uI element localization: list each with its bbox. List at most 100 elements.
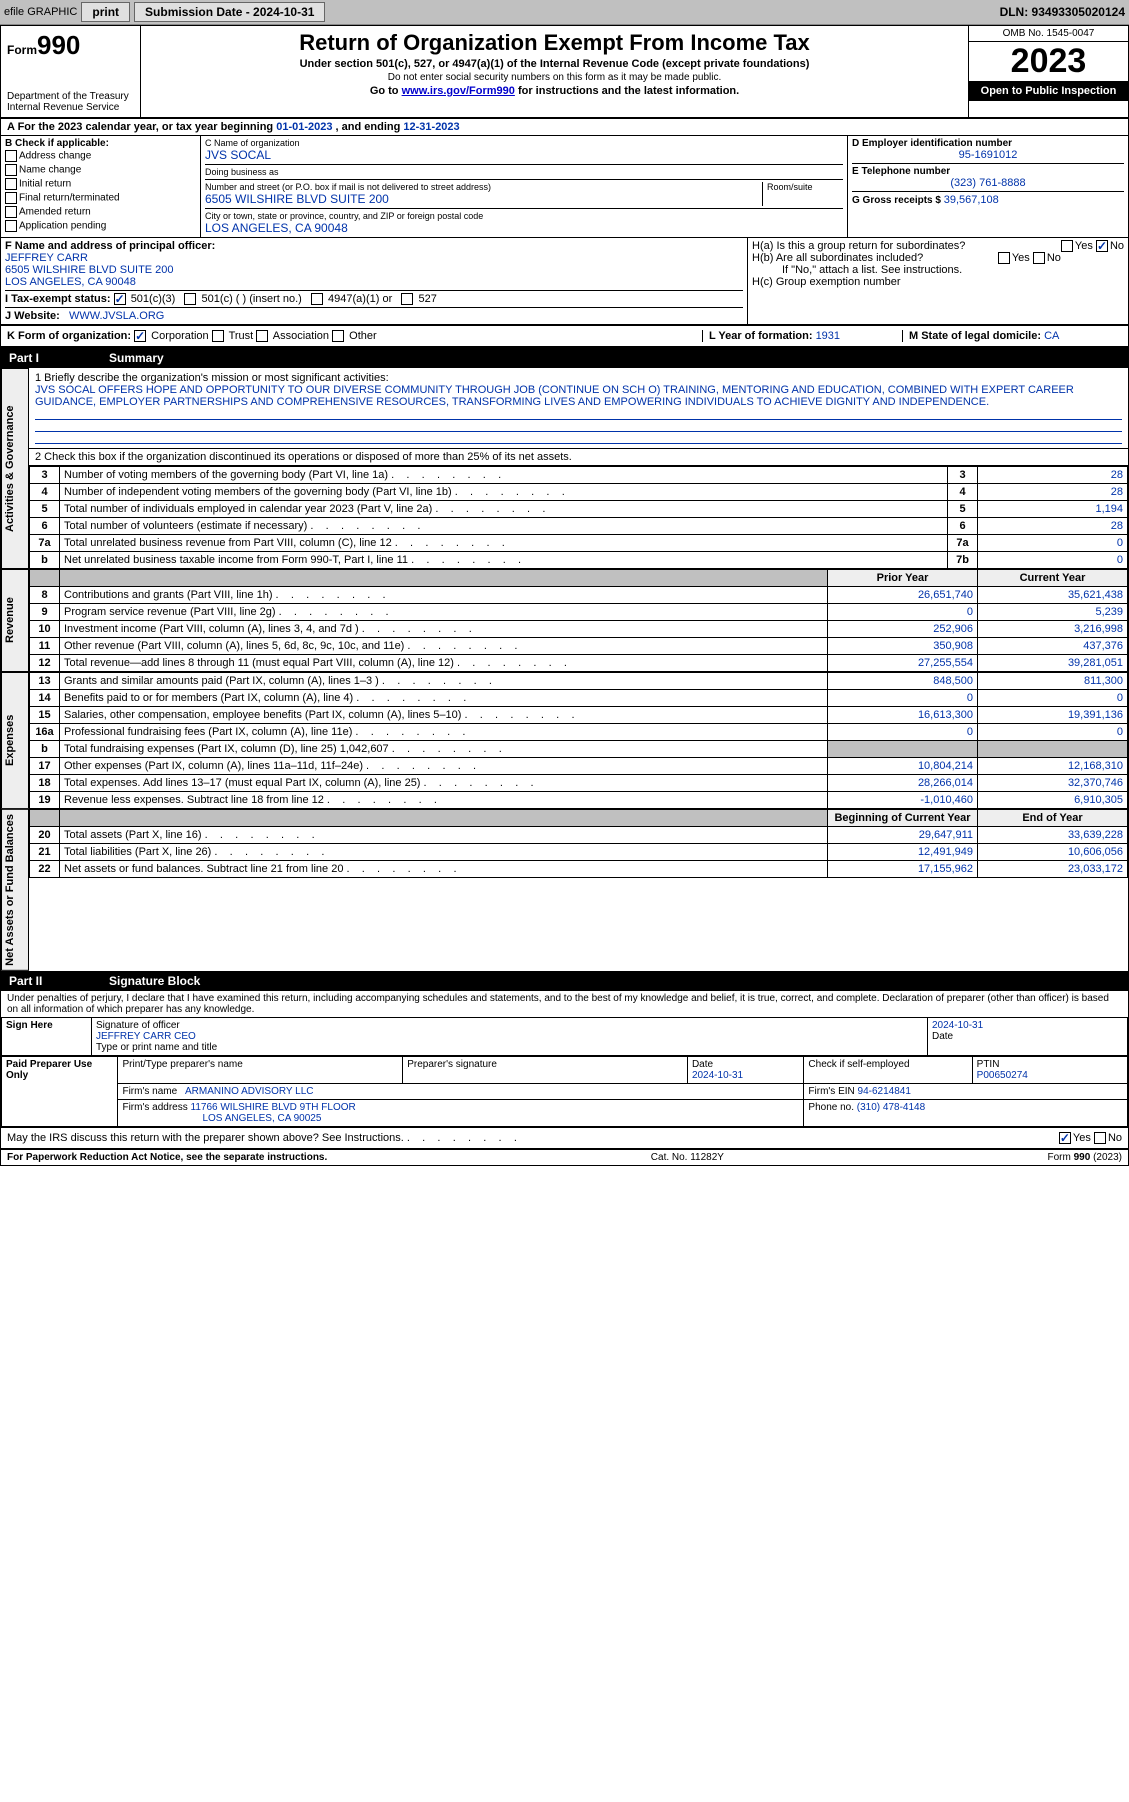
opt-association: Association (273, 330, 329, 342)
table-row: 6Total number of volunteers (estimate if… (30, 518, 1128, 535)
mission-rule1 (35, 408, 1122, 420)
table-row: 3Number of voting members of the governi… (30, 467, 1128, 484)
k-right: M State of legal domicile: CA (902, 330, 1122, 342)
mission-rule2 (35, 420, 1122, 432)
table-row: 8Contributions and grants (Part VIII, li… (30, 587, 1128, 604)
prep-name-cell: Print/Type preparer's name (118, 1057, 403, 1084)
table-row: 21Total liabilities (Part X, line 26)12,… (30, 844, 1128, 861)
taxyear-end: 12-31-2023 (403, 121, 459, 133)
check-applicable: B Check if applicable: Address change Na… (1, 136, 201, 237)
cb-final-return[interactable]: Final return/terminated (5, 191, 196, 205)
status-501c3: 501(c)(3) (131, 293, 176, 305)
opt-trust: Trust (229, 330, 254, 342)
officer-name: JEFFREY CARR (5, 252, 743, 264)
mission-text: JVS SOCAL OFFERS HOPE AND OPPORTUNITY TO… (35, 384, 1122, 408)
cb-501c[interactable] (184, 293, 196, 305)
prep-name-label: Print/Type preparer's name (122, 1059, 398, 1070)
table-row: 19Revenue less expenses. Subtract line 1… (30, 792, 1128, 809)
table-row: 12Total revenue—add lines 8 through 11 (… (30, 655, 1128, 672)
cb-hb-no[interactable] (1033, 252, 1045, 264)
cb-ha-yes[interactable] (1061, 240, 1073, 252)
part2-num: Part II (9, 974, 89, 988)
firm-ein-value: 94-6214841 (858, 1086, 911, 1097)
expenses-label: Expenses (1, 672, 29, 809)
firm-ein-label: Firm's EIN (808, 1086, 857, 1097)
part1-title: Summary (109, 351, 164, 365)
taxyear-mid: , and ending (336, 121, 404, 133)
opt-other: Other (349, 330, 377, 342)
cb-amended-return[interactable]: Amended return (5, 205, 196, 219)
dept-treasury: Department of the Treasury (7, 91, 134, 102)
ptin-label: PTIN (977, 1059, 1123, 1070)
part2-header: Part II Signature Block (1, 971, 1128, 991)
year-formation-label: L Year of formation: (709, 330, 816, 342)
firm-name-cell: Firm's name ARMANINO ADVISORY LLC (118, 1084, 804, 1100)
officer-addr1: 6505 WILSHIRE BLVD SUITE 200 (5, 264, 743, 276)
cb-application-pending[interactable]: Application pending (5, 219, 196, 233)
cb-discuss-no[interactable] (1094, 1132, 1106, 1144)
form-990-num: 990 (37, 30, 80, 60)
signature-table: Sign Here Signature of officer JEFFREY C… (1, 1017, 1128, 1056)
form-number: Form990 (7, 30, 134, 61)
irs-link[interactable]: www.irs.gov/Form990 (402, 85, 515, 97)
hb-note: If "No," attach a list. See instructions… (752, 264, 1124, 276)
table-row: 16aProfessional fundraising fees (Part I… (30, 724, 1128, 741)
line2-row: 2 Check this box if the organization dis… (29, 449, 1128, 466)
cb-hb-yes[interactable] (998, 252, 1010, 264)
firm-name-label: Firm's name (122, 1086, 177, 1097)
netassets-body: Beginning of Current YearEnd of Year 20T… (29, 809, 1128, 971)
website-label: J Website: (5, 310, 60, 322)
efile-label: efile GRAPHIC (4, 6, 77, 18)
table-row: 10Investment income (Part VIII, column (… (30, 621, 1128, 638)
cb-discuss-yes[interactable] (1059, 1132, 1071, 1144)
ptin-value: P00650274 (977, 1070, 1123, 1081)
table-row: 7aTotal unrelated business revenue from … (30, 535, 1128, 552)
discuss-row: May the IRS discuss this return with the… (1, 1127, 1128, 1148)
status-4947: 4947(a)(1) or (328, 293, 392, 305)
submission-date-button[interactable]: Submission Date - 2024-10-31 (134, 2, 325, 22)
mission-label: 1 Briefly describe the organization's mi… (35, 372, 1122, 384)
cb-ha-no[interactable] (1096, 240, 1108, 252)
cb-trust[interactable] (212, 330, 224, 342)
goto-line: Go to www.irs.gov/Form990 for instructio… (147, 85, 962, 97)
tel-label: E Telephone number (852, 166, 1124, 177)
goto-prefix: Go to (370, 85, 402, 97)
firm-addr-label: Firm's address (122, 1102, 187, 1113)
footer-pra: For Paperwork Reduction Act Notice, see … (7, 1152, 327, 1163)
part1-header: Part I Summary (1, 348, 1128, 368)
sig-officer-label: Signature of officer (96, 1020, 923, 1031)
cb-name-change[interactable]: Name change (5, 163, 196, 177)
firm-addr2: LOS ANGELES, CA 90025 (122, 1113, 321, 1124)
dln-label: DLN: 93493305020124 (1000, 5, 1125, 19)
cb-527[interactable] (401, 293, 413, 305)
ein-label: D Employer identification number (852, 138, 1124, 149)
governance-body: 1 Briefly describe the organization's mi… (29, 368, 1128, 569)
hb-label: H(b) Are all subordinates included? (752, 252, 923, 264)
cb-initial-return[interactable]: Initial return (5, 177, 196, 191)
prep-check-cell: Check if self-employed (804, 1057, 972, 1084)
cb-4947[interactable] (311, 293, 323, 305)
print-button[interactable]: print (81, 2, 130, 22)
preparer-label: Paid Preparer Use Only (2, 1057, 118, 1127)
tax-exempt-status: I Tax-exempt status: 501(c)(3) 501(c) ( … (5, 293, 743, 305)
dba-label: Doing business as (205, 167, 843, 177)
check-label: B Check if applicable: (5, 138, 196, 149)
street-value: 6505 WILSHIRE BLVD SUITE 200 (205, 192, 758, 206)
form-title: Return of Organization Exempt From Incom… (147, 30, 962, 56)
officer-block: F Name and address of principal officer:… (1, 238, 748, 324)
part1-num: Part I (9, 351, 89, 365)
firm-phone-label: Phone no. (808, 1102, 856, 1113)
year-formation: 1931 (816, 330, 840, 342)
cb-address-change[interactable]: Address change (5, 149, 196, 163)
cb-association[interactable] (256, 330, 268, 342)
footer-form: Form 990 (2023) (1048, 1152, 1123, 1163)
officer-group-row: F Name and address of principal officer:… (1, 238, 1128, 325)
ha-row: H(a) Is this a group return for subordin… (752, 240, 1124, 252)
state-domicile: CA (1044, 330, 1059, 342)
table-row: 13Grants and similar amounts paid (Part … (30, 673, 1128, 690)
cb-corporation[interactable] (134, 330, 146, 342)
cb-501c3[interactable] (114, 293, 126, 305)
website-url: WWW.JVSLA.ORG (69, 310, 164, 322)
city-label: City or town, state or province, country… (205, 211, 843, 221)
cb-other[interactable] (332, 330, 344, 342)
